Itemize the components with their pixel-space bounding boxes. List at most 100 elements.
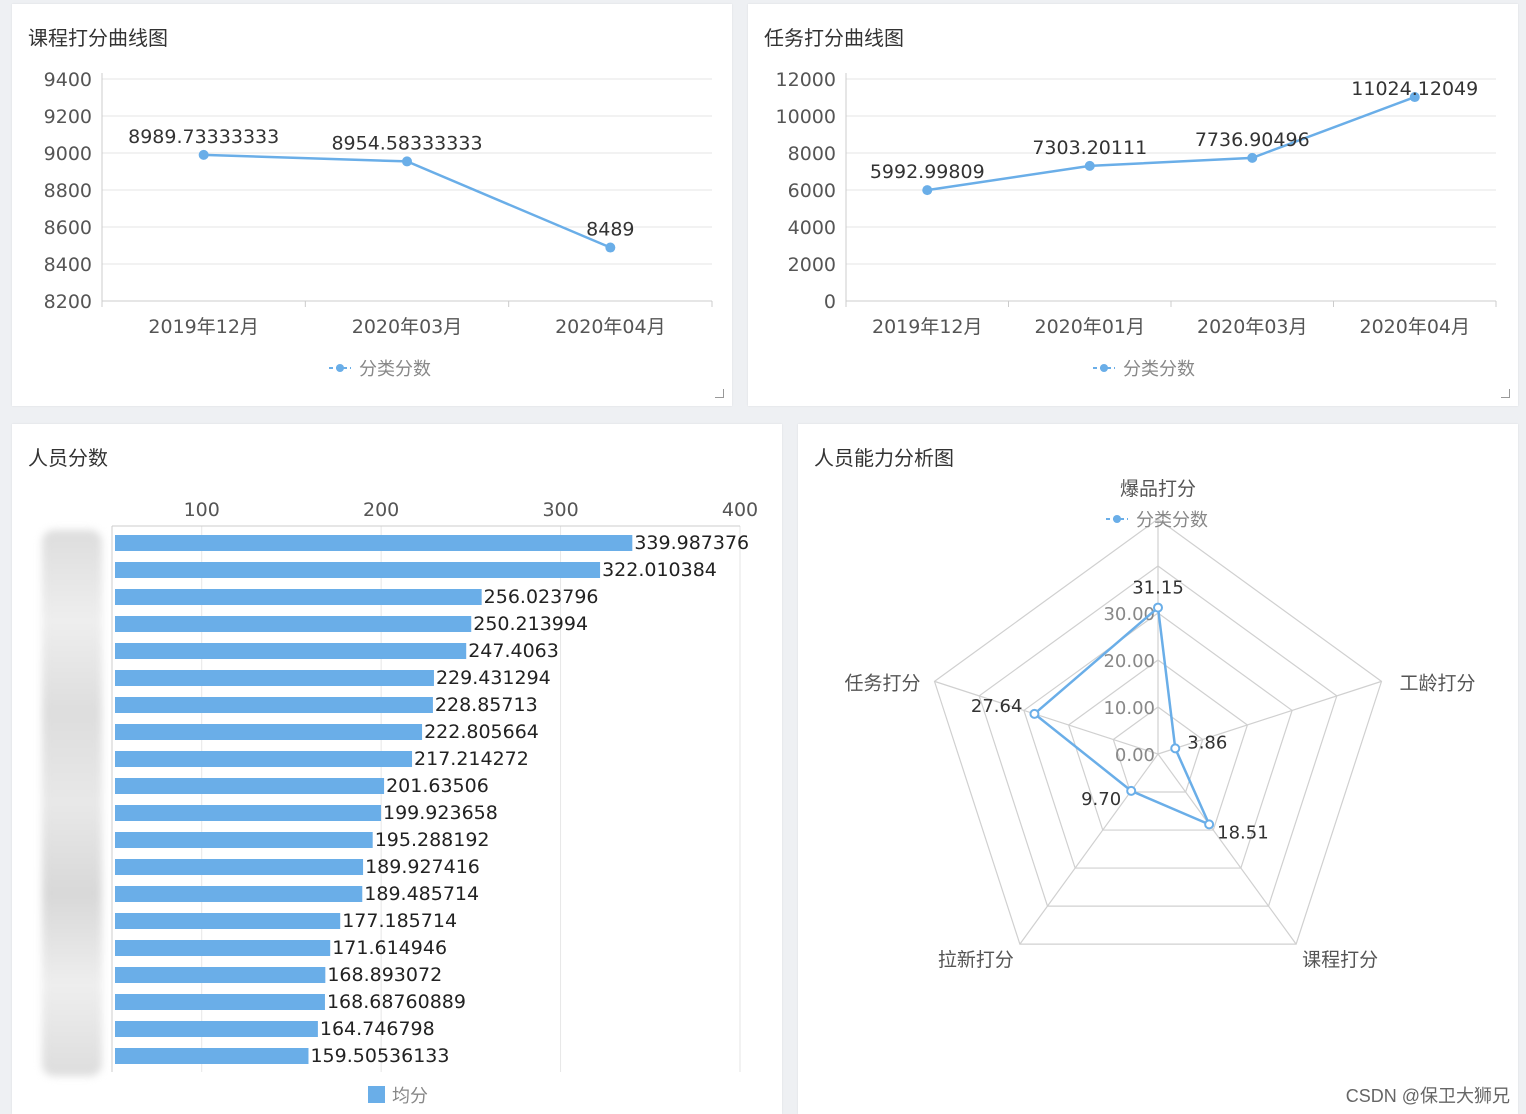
data-label: 171.614946: [332, 937, 447, 959]
y-tick-label: 8400: [44, 254, 92, 276]
data-label: 222.805664: [424, 721, 539, 743]
bar: [115, 832, 373, 848]
data-point: [1204, 819, 1215, 830]
data-point: [1029, 708, 1040, 719]
bar: [115, 994, 325, 1010]
bar: [115, 886, 363, 902]
data-label: 250.213994: [473, 613, 588, 635]
data-point: [922, 185, 933, 196]
x-tick-label: 2019年12月: [872, 316, 983, 338]
data-label: 199.923658: [383, 802, 498, 824]
data-label: 177.185714: [342, 910, 457, 932]
bar: [115, 913, 341, 929]
data-label: 217.214272: [414, 748, 529, 770]
course-line-chart: 8200 8400 8600 8800 9000 9200 9400 2019年12月 2020…: [44, 69, 713, 380]
data-label: 168.68760889: [327, 991, 466, 1013]
panel-title: 课程打分曲线图: [28, 26, 168, 50]
y-tick-label: 4000: [788, 217, 836, 239]
legend-marker-icon: [336, 364, 344, 372]
panel-title: 人员能力分析图: [814, 446, 954, 470]
resize-handle-icon[interactable]: [715, 389, 724, 398]
bar: [115, 643, 467, 659]
data-label: 7303.20111: [1032, 137, 1147, 159]
watermark: CSDN @保卫大狮兄: [1345, 1086, 1510, 1106]
task-line-chart: 0 2000 4000 6000 8000 10000 12000 2019年12月 2020年…: [776, 69, 1497, 380]
bar: [115, 1048, 309, 1064]
bar: [115, 967, 326, 983]
data-label: 8954.58333333: [331, 132, 482, 154]
indicator-label: 任务打分: [844, 672, 920, 694]
x-tick-label: 200: [363, 499, 399, 521]
x-tick-label: 2019年12月: [148, 316, 259, 338]
y-tick-label: 12000: [776, 69, 836, 91]
data-label: 11024.12049: [1351, 78, 1478, 100]
data-label: 247.4063: [468, 640, 559, 662]
radar-axis: [934, 680, 1159, 755]
x-tick-label: 2020年03月: [352, 316, 463, 338]
data-label: 27.64: [971, 696, 1023, 717]
radar-ring: [1067, 659, 1249, 831]
indicator-label: 工龄打分: [1399, 672, 1475, 694]
data-point: [1247, 152, 1258, 163]
data-point: [402, 156, 412, 167]
data-label: 189.485714: [364, 883, 479, 905]
bar: [115, 616, 472, 632]
data-label: 164.746798: [320, 1018, 435, 1040]
bar: [115, 697, 433, 713]
x-tick-label: 100: [184, 499, 220, 521]
data-point: [1409, 92, 1420, 103]
x-tick-label: 300: [542, 499, 578, 521]
legend-label: 分类分数: [1123, 359, 1195, 380]
data-label: 201.63506: [386, 775, 489, 797]
radar-ring: [1112, 706, 1204, 793]
y-tick-label: 10000: [776, 106, 836, 128]
bar: [115, 940, 331, 956]
bar: [115, 805, 382, 821]
series-line: [1032, 605, 1212, 827]
bar: [115, 1021, 318, 1037]
bar: [115, 778, 385, 794]
data-label: 8989.73333333: [128, 126, 279, 148]
data-point: [1170, 743, 1181, 754]
x-tick-label: 2020年03月: [1197, 316, 1308, 338]
bar: [115, 589, 482, 605]
data-label: 189.927416: [365, 856, 480, 878]
x-tick-label: 2020年04月: [555, 316, 666, 338]
legend-label: 分类分数: [359, 359, 431, 380]
radar-axis: [1157, 680, 1382, 755]
data-point: [1084, 160, 1095, 171]
y-tick-label: 8000: [788, 143, 836, 165]
data-label: 229.431294: [436, 667, 551, 689]
ring-label: 10.00: [1103, 698, 1155, 719]
legend-marker-icon: [1100, 364, 1108, 372]
ring-label: 0.00: [1115, 745, 1155, 766]
radar-axis: [1157, 753, 1297, 945]
data-label: 159.50536133: [310, 1045, 449, 1067]
data-label: 31.15: [1132, 578, 1184, 599]
radar-ring: [933, 518, 1383, 945]
data-label: 256.023796: [484, 586, 599, 608]
data-label: 3.86: [1187, 732, 1227, 753]
indicator-label: 课程打分: [1302, 949, 1378, 971]
data-label: 8489: [586, 219, 634, 241]
data-label: 322.010384: [602, 559, 717, 581]
y-tick-label: 9400: [44, 69, 92, 91]
bar: [115, 535, 633, 551]
data-label: 228.85713: [435, 694, 538, 716]
resize-handle-icon[interactable]: [1501, 389, 1510, 398]
y-tick-label: 6000: [788, 180, 836, 202]
bar: [115, 562, 601, 578]
data-point: [605, 242, 616, 253]
people-score-panel: 人员分数 100 200 300 400 339.987376 322.010384 256…: [12, 424, 782, 1114]
y-tick-label: 0: [824, 291, 836, 313]
radar-ring: [1023, 612, 1293, 869]
x-tick-label: 400: [722, 499, 758, 521]
panel-title: 人员分数: [28, 446, 108, 470]
radar-ring: [978, 565, 1338, 907]
y-tick-label: 8600: [44, 217, 92, 239]
legend-swatch-icon: [368, 1086, 385, 1103]
x-tick-label: 2020年04月: [1359, 316, 1470, 338]
series-line: [927, 95, 1416, 192]
bar: [115, 751, 413, 767]
data-label: 339.987376: [634, 532, 749, 554]
